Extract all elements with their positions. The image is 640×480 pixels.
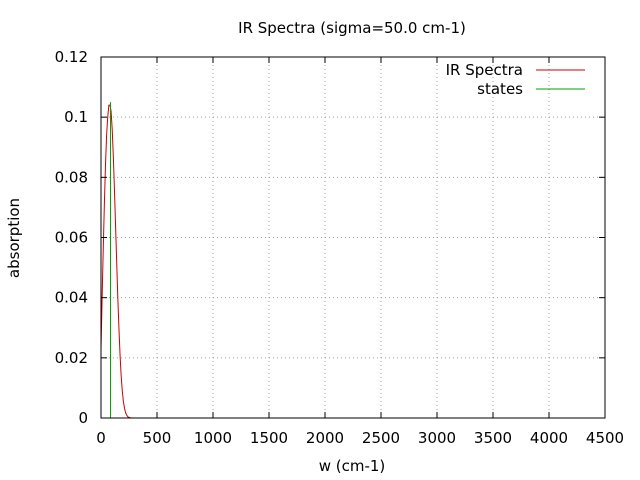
- y-tick-label: 0.06: [55, 229, 88, 247]
- x-tick-label: 4000: [530, 429, 568, 447]
- x-tick-label: 4500: [586, 429, 624, 447]
- chart-title: IR Spectra (sigma=50.0 cm-1): [238, 19, 466, 37]
- x-axis-title: w (cm-1): [319, 457, 386, 475]
- x-tick-labels: 0 500 1000 1500 2000 2500 3000 3500 4000 4500: [96, 429, 624, 447]
- legend-label-ir-spectra: IR Spectra: [446, 61, 523, 79]
- x-tick-label: 1000: [194, 429, 232, 447]
- y-tick-label: 0.1: [64, 108, 88, 126]
- x-tick-label: 2500: [362, 429, 400, 447]
- axis-ticks: [100, 56, 606, 419]
- y-tick-label: 0.04: [55, 289, 88, 307]
- x-tick-label: 3000: [418, 429, 456, 447]
- x-tick-label: 1500: [250, 429, 288, 447]
- x-tick-label: 500: [143, 429, 172, 447]
- plot-series: [100, 102, 605, 419]
- x-tick-label: 2000: [306, 429, 344, 447]
- legend: IR Spectra states: [446, 61, 585, 98]
- x-tick-label: 0: [96, 429, 106, 447]
- x-tick-label: 3500: [474, 429, 512, 447]
- legend-label-states: states: [477, 80, 523, 98]
- y-tick-label: 0.02: [55, 349, 88, 367]
- grid-lines: [101, 57, 605, 418]
- y-tick-label: 0.08: [55, 168, 88, 186]
- y-tick-label: 0: [78, 409, 88, 427]
- y-axis-title: absorption: [5, 198, 23, 278]
- y-tick-labels: 0 0.02 0.04 0.06 0.08 0.1 0.12: [55, 48, 88, 427]
- series-ir-spectra-line: [100, 104, 605, 419]
- y-tick-label: 0.12: [55, 48, 88, 66]
